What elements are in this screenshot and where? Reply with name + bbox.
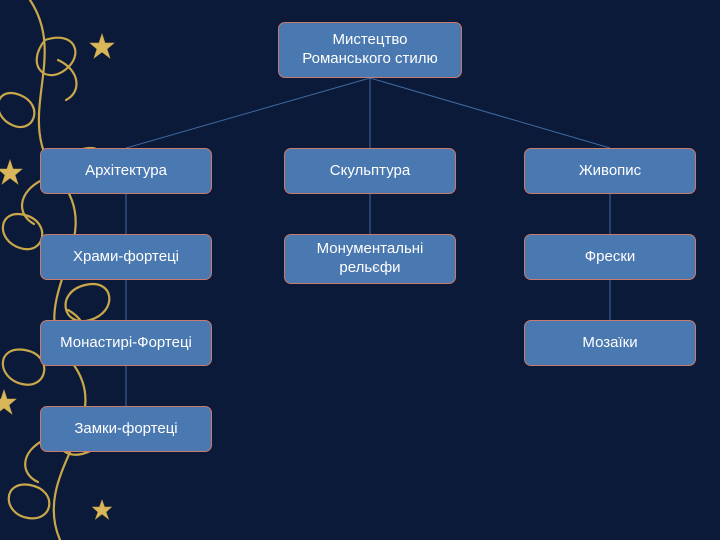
node-paint: Живопис <box>524 148 696 194</box>
node-p2: Мозаїки <box>524 320 696 366</box>
node-s1: Монументальнірельєфи <box>284 234 456 284</box>
node-root: МистецтвоРоманського стилю <box>278 22 462 78</box>
edge-root-arch <box>126 78 370 148</box>
node-a2: Монастирі-Фортеці <box>40 320 212 366</box>
node-a1: Храми-фортеці <box>40 234 212 280</box>
node-a3: Замки-фортеці <box>40 406 212 452</box>
diagram-stage: МистецтвоРоманського стилю Архітектура Ску… <box>0 0 720 540</box>
node-arch: Архітектура <box>40 148 212 194</box>
node-sculp: Скульптура <box>284 148 456 194</box>
edge-root-paint <box>370 78 610 148</box>
node-p1: Фрески <box>524 234 696 280</box>
